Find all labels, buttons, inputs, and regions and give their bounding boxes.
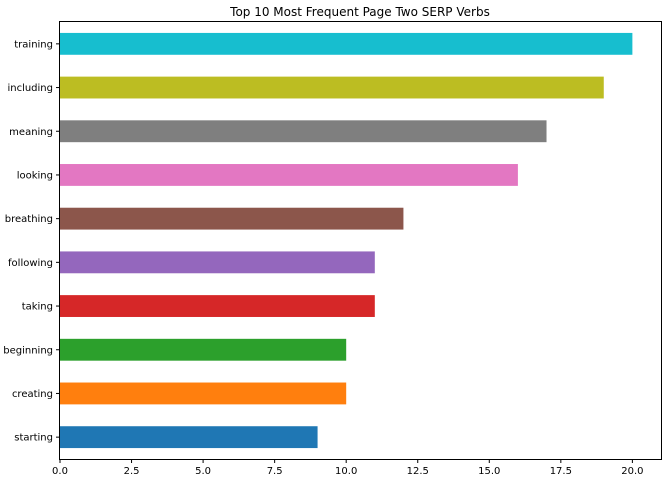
bars-group [60,32,633,449]
y-tick-label-starting: starting [14,433,53,444]
x-tick-label: 15.0 [478,466,500,477]
plot-frame [59,21,662,460]
x-tick-label: 0.0 [52,466,68,477]
bar-meaning [60,120,547,143]
x-tick-label: 20.0 [621,466,643,477]
x-axis-ticks: 0.0 2.5 5.0 7.5 10.0 12.5 15.0 17.5 20.0 [52,459,644,477]
y-axis-ticks: starting creating beginning taking following… [3,39,60,444]
y-tick-label-training: training [14,39,53,50]
x-tick-label: 7.5 [267,466,283,477]
y-tick-label-looking: looking [17,170,53,181]
bar-breathing [60,207,404,230]
bar-starting [60,426,318,449]
bar-looking [60,164,518,186]
x-tick-label: 10.0 [335,466,357,477]
y-tick-label-following: following [8,258,53,269]
x-tick-label: 12.5 [407,466,429,477]
bar-following [60,251,375,274]
y-tick-label-taking: taking [22,302,53,313]
bar-beginning [60,338,347,361]
bar-taking [60,295,375,317]
y-tick-label-including: including [7,83,53,94]
x-tick-label: 5.0 [195,466,211,477]
y-tick-label-creating: creating [12,389,53,400]
bar-creating [60,382,347,405]
y-tick-label-breathing: breathing [5,214,53,225]
y-tick-label-beginning: beginning [3,345,53,356]
bar-including [60,76,604,99]
y-tick-label-meaning: meaning [9,127,53,138]
x-tick-label: 17.5 [550,466,572,477]
bar-training [60,32,633,55]
chart-title: Top 10 Most Frequent Page Two SERP Verbs [229,5,490,19]
x-tick-label: 2.5 [124,466,140,477]
